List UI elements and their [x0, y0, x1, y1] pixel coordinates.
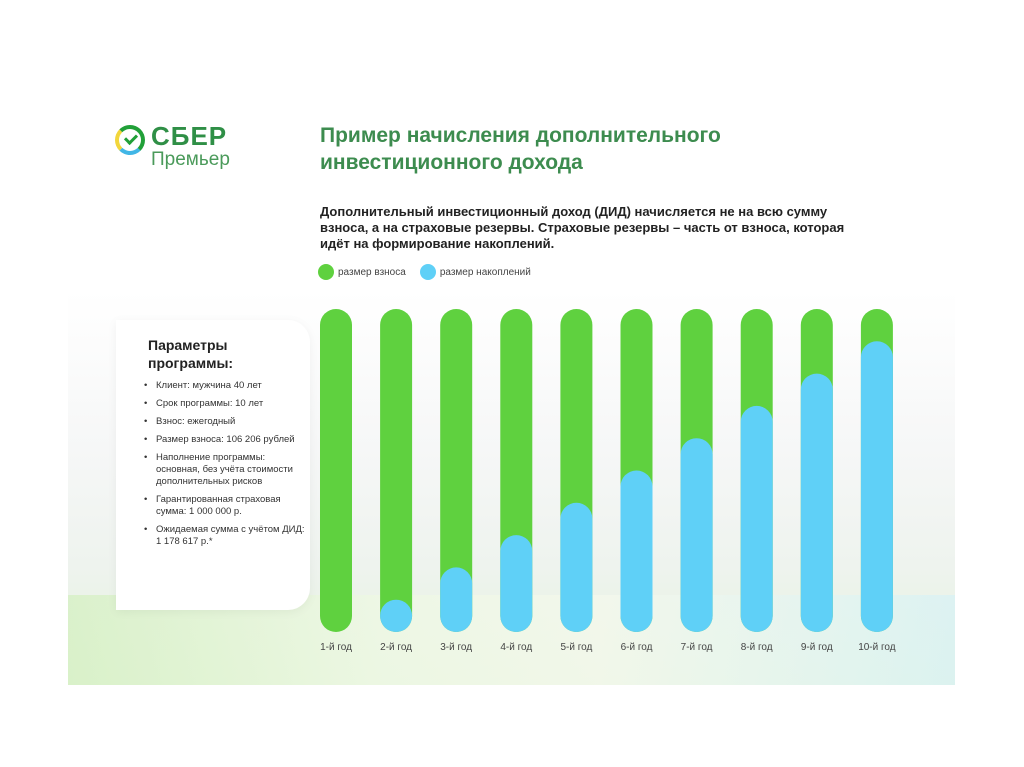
legend-swatch-green: [318, 264, 334, 280]
page-title: Пример начисления дополнительного инвест…: [320, 124, 721, 174]
description: Дополнительный инвестиционный доход (ДИД…: [320, 204, 845, 251]
parameter-item: Взнос: ежегодный: [144, 416, 310, 428]
parameter-item: Наполнение программы: основная, без учёт…: [144, 452, 310, 488]
legend-label: размер взноса: [338, 266, 406, 278]
x-tick-label: 3-й год: [440, 642, 472, 653]
parameters-list: Клиент: мужчина 40 лет Срок программы: 10…: [144, 380, 310, 548]
x-tick-label: 2-й год: [380, 642, 412, 653]
bar-savings: [500, 535, 533, 632]
bar-contribution: [320, 309, 352, 632]
x-tick-label: 5-й год: [560, 642, 592, 653]
logo-line1: СБЕР: [151, 121, 228, 151]
bar-savings: [440, 567, 473, 632]
x-tick-label: 8-й год: [741, 642, 773, 653]
sber-premier-logo: СБЕР Премьер: [115, 122, 230, 170]
legend-item-contribution: размер взноса: [318, 264, 406, 280]
bar-contribution: [380, 309, 413, 632]
x-tick-label: 1-й год: [320, 642, 352, 653]
bar-savings: [680, 438, 713, 632]
legend-swatch-blue: [419, 264, 436, 280]
bar-savings: [380, 599, 413, 632]
x-tick-label: 7-й год: [681, 642, 713, 653]
bar-savings: [860, 341, 893, 632]
bar-savings: [620, 470, 653, 632]
parameter-item: Размер взноса: 106 206 рублей: [144, 434, 310, 446]
panel-heading: Параметры программы:: [148, 337, 234, 371]
bar-savings: [560, 502, 593, 632]
parameter-item: Гарантированная страховая сумма: 1 000 0…: [144, 494, 310, 518]
x-tick-label: 9-й год: [801, 642, 833, 653]
legend-label: размер накоплений: [439, 266, 531, 278]
chart-legend: размер взноса размер накоплений: [318, 264, 545, 280]
parameter-item: Срок программы: 10 лет: [144, 398, 310, 410]
bar-contribution: [440, 309, 473, 632]
parameter-item: Клиент: мужчина 40 лет: [144, 380, 310, 392]
bar-savings: [800, 373, 833, 632]
parameters-panel: Параметры программы: Клиент: мужчина 40 …: [116, 320, 310, 610]
bar-savings: [740, 405, 773, 632]
legend-item-savings: размер накоплений: [419, 264, 531, 280]
logo-line2: Премьер: [151, 149, 230, 170]
sber-check-icon: [115, 125, 145, 155]
x-tick-label: 6-й год: [621, 642, 653, 653]
parameter-item: Ожидаемая сумма с учётом ДИД: 1 178 617 …: [144, 524, 310, 548]
x-tick-label: 4-й год: [500, 642, 532, 653]
x-tick-label: 10-й год: [858, 642, 896, 653]
